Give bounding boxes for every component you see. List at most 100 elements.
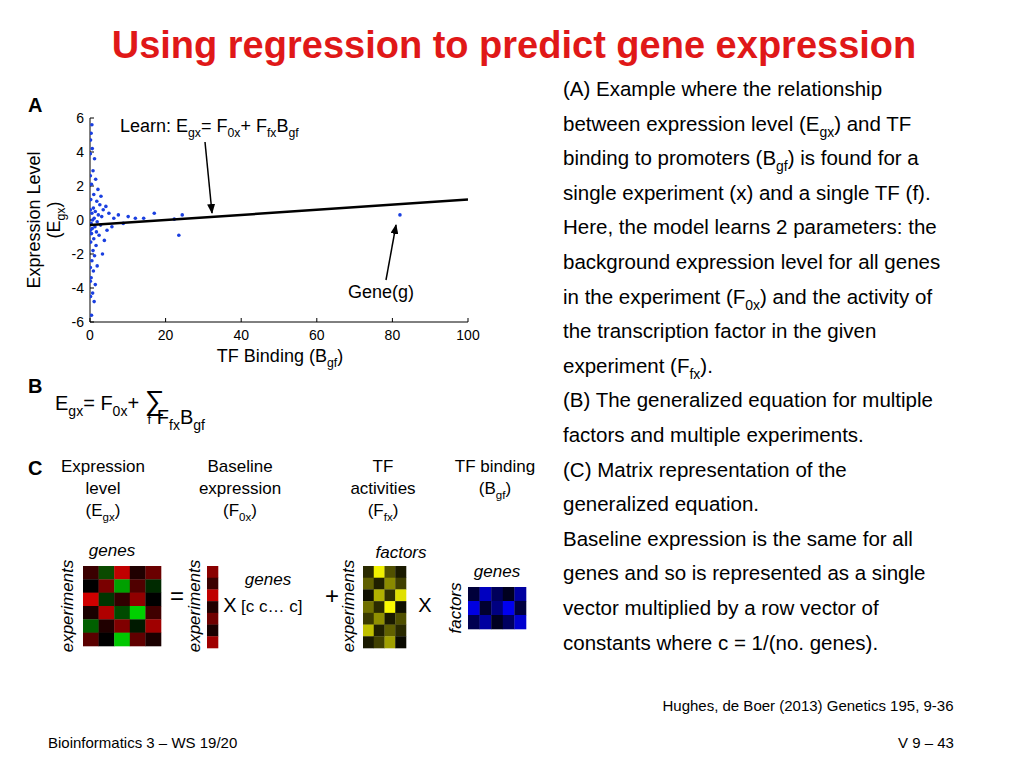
matrix-header: TF: [373, 457, 394, 476]
gene-point: [93, 254, 97, 258]
gene-point: [100, 215, 104, 219]
text-run: Baseline expression is the same for all: [563, 527, 913, 550]
gene-point: [90, 313, 93, 317]
matrix-header: (Ffx): [368, 501, 399, 523]
subscript: 0x: [239, 511, 251, 523]
x-tick-label: 80: [385, 327, 401, 343]
gene-point: [101, 208, 105, 212]
text-run: activities: [350, 479, 415, 498]
matrix-cell: [374, 589, 385, 601]
y-tick-label: -4: [72, 280, 85, 296]
matrix-cell: [385, 589, 396, 601]
footer-left: Bioinformatics 3 – WS 19/20: [48, 734, 237, 751]
text-run: ) is found for a: [788, 146, 920, 169]
matrix-cell: [480, 587, 492, 601]
matrix-cell: [207, 566, 218, 578]
gene-point: [90, 152, 92, 156]
matrix-cell: [395, 613, 406, 625]
gene-point: [90, 232, 93, 236]
x-tick-label: 60: [309, 327, 325, 343]
matrix-cell: [207, 601, 218, 613]
caption-line: genes and so is represented as a single: [563, 561, 925, 584]
gene-point: [90, 211, 94, 215]
caption-line: background expression level for all gene…: [563, 250, 940, 273]
operator: +: [325, 582, 339, 609]
matrix-cell: [83, 593, 99, 607]
text-run: Expression: [61, 457, 145, 476]
gene-point: [97, 213, 101, 217]
row-vector: [c c… c]: [241, 597, 302, 616]
gene-point: [90, 279, 92, 283]
gene-point: [92, 269, 96, 273]
subscript: gx: [103, 511, 115, 523]
text-run: Expression Level: [24, 151, 44, 288]
matrix-cell: [83, 566, 99, 580]
matrix-cell: [363, 625, 374, 637]
text-run: (F: [368, 501, 384, 520]
matrix-cell: [363, 566, 374, 578]
matrix-cell: [99, 619, 115, 633]
matrix-cell: [395, 636, 406, 648]
matrix-cell: [374, 566, 385, 578]
text-run: Gene(g): [348, 282, 414, 302]
matrix-cell: [468, 601, 480, 615]
text-run: ): [115, 501, 121, 520]
caption-line: (A) Example where the relationship: [563, 77, 882, 100]
matrix-cell: [374, 613, 385, 625]
text-run: Here, the model learns 2 parameters: the: [563, 215, 937, 238]
x-tick: [316, 318, 317, 322]
gene-point: [91, 169, 95, 173]
matrix-cell: [130, 566, 146, 580]
annotation-arrow: [205, 142, 212, 213]
text-run: vector multiplied by a row vector of: [563, 596, 879, 619]
matrix-cell: [114, 566, 130, 580]
gene-point: [98, 203, 102, 207]
matrix-cell: [145, 593, 161, 607]
matrix-cell: [207, 636, 218, 648]
matrix-cell: [385, 566, 396, 578]
slide: Using regression to predict gene express…: [0, 0, 1024, 768]
matrix-cell: [99, 606, 115, 620]
matrix-cell: [468, 615, 480, 629]
matrix-cell: [83, 606, 99, 620]
matrix: [207, 566, 218, 648]
subscript: fx: [689, 366, 700, 382]
matrix-header: (F0x): [223, 501, 257, 523]
gene-point: [90, 198, 93, 202]
matrix: [363, 566, 406, 648]
x-tick: [392, 318, 393, 322]
caption-line: (C) Matrix representation of the: [563, 458, 847, 481]
y-axis-label: (Egx): [44, 202, 68, 239]
gene-point: [95, 220, 99, 224]
text-run: +: [127, 392, 144, 414]
matrix-header: activities: [350, 479, 415, 498]
x-tick: [468, 318, 469, 322]
text-run: ): [251, 501, 257, 520]
gene-point: [90, 147, 94, 151]
text-run: factors and multiple experiments.: [563, 423, 864, 446]
matrix-cell: [385, 613, 396, 625]
x-tick: [90, 318, 91, 322]
x-axis-label: TF Binding (Bgf): [217, 346, 343, 370]
gene-point: [90, 174, 92, 178]
gene-point: [91, 249, 95, 253]
matrix-cell: [395, 566, 406, 578]
text-run: ).: [700, 354, 713, 377]
gene-point: [126, 215, 130, 219]
caption-line: Baseline expression is the same for all: [563, 527, 913, 550]
matrix-cell: [374, 636, 385, 648]
matrix-cell: [145, 619, 161, 633]
text-run: genes and so is represented as a single: [563, 561, 925, 584]
gene-point: [99, 194, 103, 198]
text-run: E: [55, 392, 68, 414]
matrix-cell: [491, 587, 503, 601]
matrix-cell: [207, 625, 218, 637]
subscript: gf: [288, 126, 299, 140]
matrix-cell: [491, 615, 503, 629]
matrix-cell: [130, 593, 146, 607]
subscript: gx: [188, 126, 201, 140]
footer-right: V 9 – 43: [898, 734, 954, 751]
y-tick-label: 2: [76, 178, 84, 194]
matrix-row-label: experiments: [58, 559, 77, 652]
matrix-cell: [514, 615, 526, 629]
